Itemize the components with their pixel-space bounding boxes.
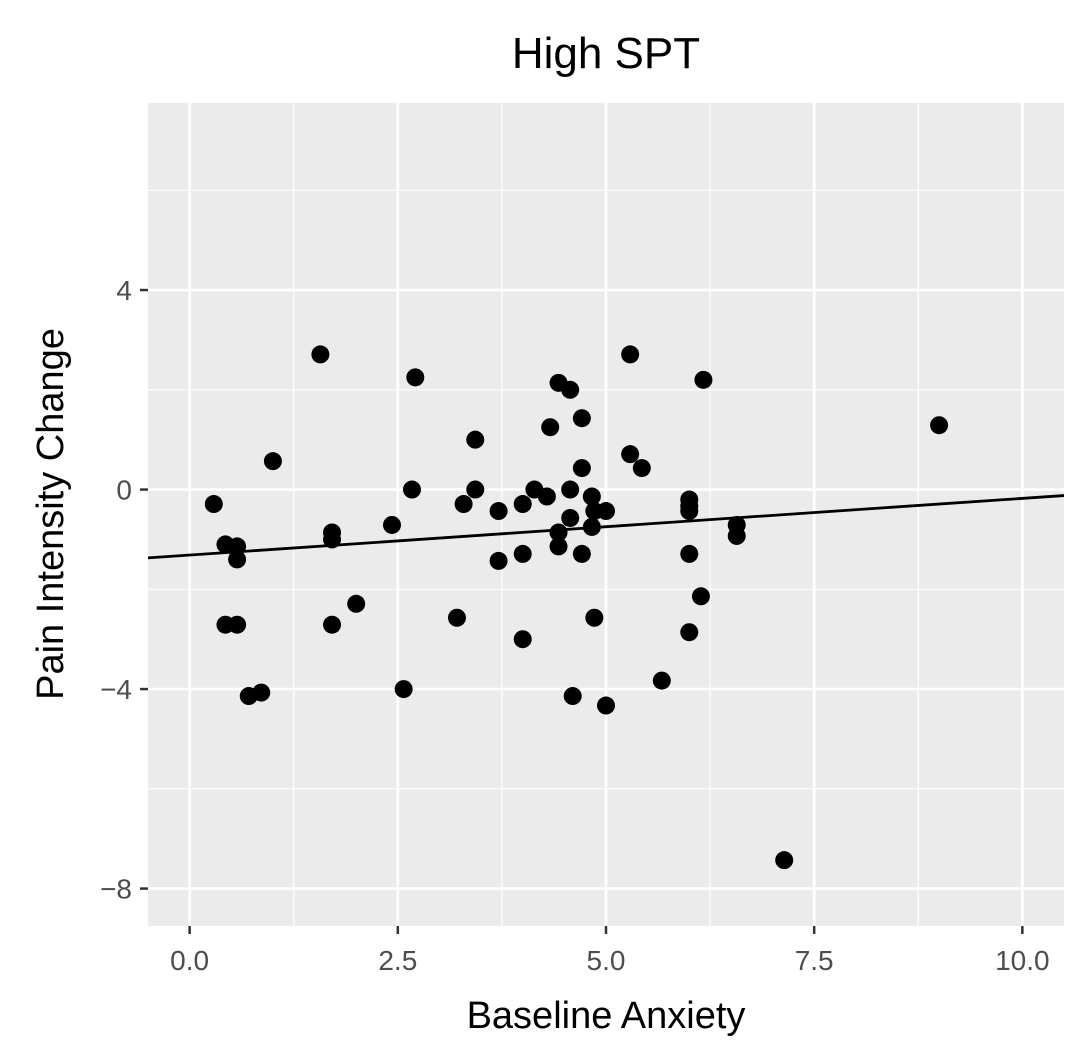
y-tick-label: −4 [100,674,132,705]
data-point [311,345,330,364]
data-point [597,696,615,715]
data-point [585,608,604,627]
data-point [561,380,580,399]
y-axis: −8 −4 0 4 [100,275,148,905]
data-point [572,459,591,478]
x-tick-label: 0.0 [170,945,209,976]
data-point [561,480,580,499]
data-point [621,345,640,364]
x-tick-label: 5.0 [587,945,626,976]
data-point [228,615,247,634]
data-point [632,459,651,478]
data-point [680,623,699,642]
data-point [382,515,401,534]
data-point [652,671,671,690]
data-point [228,550,247,569]
x-axis-title: Baseline Anxiety [467,995,746,1037]
data-point [582,487,601,506]
data-point [572,409,591,428]
data-point [323,615,342,634]
data-point [252,683,271,702]
data-point [402,480,421,499]
chart-title: High SPT [512,29,700,78]
data-point [680,544,699,563]
y-tick-label: 0 [116,475,132,506]
y-axis-title: Pain Intensity Change [30,328,72,700]
regression-line [147,494,1065,560]
data-point [466,480,485,499]
data-point [394,680,413,699]
x-axis: 0.0 2.5 5.0 7.5 10.0 [170,926,1050,976]
data-point [572,544,591,563]
y-tick-label: 4 [116,275,132,306]
data-point [513,495,532,514]
data-point [597,502,615,521]
data-point [930,416,949,435]
data-point [347,594,366,613]
data-point [406,368,425,387]
data-point [204,495,223,514]
x-tick-label: 2.5 [378,945,417,976]
data-point [537,487,556,506]
data-point [561,508,580,527]
data-points [204,345,949,870]
data-point [694,370,713,389]
data-point [621,445,640,464]
data-point [691,587,710,606]
data-point [466,430,485,449]
x-tick-label: 7.5 [795,945,834,976]
data-point [563,687,582,706]
data-point [489,502,508,521]
data-point [727,526,746,545]
data-point [680,502,699,521]
data-point [489,551,508,570]
x-tick-label: 10.0 [995,945,1050,976]
data-point [513,630,532,649]
data-point [549,537,568,556]
data-point [447,608,466,627]
data-point [513,544,532,563]
data-point [263,452,282,471]
data-point [541,418,560,437]
y-tick-label: −8 [100,874,132,905]
data-point [454,495,473,514]
data-point [549,523,568,542]
data-point [775,851,794,870]
